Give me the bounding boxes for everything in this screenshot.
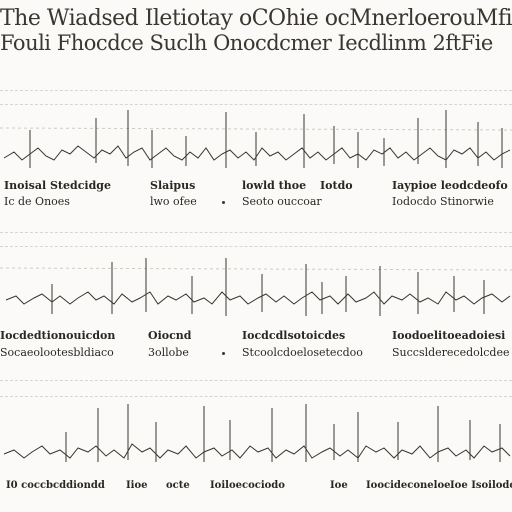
divider-line xyxy=(0,246,512,247)
section-1-caption: Iaypioe leodcdeofo xyxy=(392,180,508,192)
section-1-caption: Seoto ouccoar xyxy=(242,196,322,208)
sketch-chart-2-svg xyxy=(0,258,512,316)
divider-line xyxy=(0,232,512,233)
section-3-caption: Iioe xyxy=(126,480,148,491)
section-2-caption: Succslderecedolcdee xyxy=(392,347,510,359)
section-3-caption: Ioe Isoilodo xyxy=(450,480,512,491)
section-2-caption: Iocdedtionouicdon xyxy=(0,330,116,342)
divider-line xyxy=(0,396,512,397)
section-3-caption: Ioe xyxy=(330,480,348,491)
section-1-caption: Ic de Onoes xyxy=(4,196,70,208)
section-2-caption: Oiocnd xyxy=(148,330,192,342)
bullet-dot xyxy=(222,201,225,204)
sketch-chart-3-svg xyxy=(3,404,511,462)
section-2-caption: Stcoolcdoelosetecdoo xyxy=(242,347,363,359)
section-2-caption: Ioodoelitoeadoiesi xyxy=(392,330,506,342)
page-subtitle: Fouli Fhocdce Suclh Onocdcmer Iecdlinm 2… xyxy=(0,32,493,54)
section-1-caption: lwo ofee xyxy=(150,196,197,208)
section-1-caption: Iodocdo Stinorwie xyxy=(392,196,494,208)
section-3-caption: I0 coccbcddiondd xyxy=(6,480,105,491)
sketch-chart-2 xyxy=(0,256,512,322)
section-1-caption: Iotdo xyxy=(320,180,353,192)
section-3-caption: Ioocideconeloe xyxy=(366,480,451,491)
page-title: The Wiadsed Iletiotay oCOhie ocMnerloero… xyxy=(0,8,512,30)
sketch-chart-1 xyxy=(0,108,512,174)
sketch-chart-1-svg xyxy=(0,110,512,168)
section-1-caption: Inoisal Stedcidge xyxy=(4,180,111,192)
section-3-caption: Ioiloecociodo xyxy=(210,480,285,491)
divider-line xyxy=(0,104,512,105)
section-1-caption: lowld thoe xyxy=(242,180,307,192)
divider-line xyxy=(0,90,512,91)
section-2-caption: Iocdcdlsotoicdes xyxy=(242,330,346,342)
sketch-chart-3 xyxy=(0,402,512,468)
divider-line xyxy=(0,380,512,381)
section-3-caption: octe xyxy=(166,480,190,491)
bullet-dot xyxy=(222,352,225,355)
section-2-caption: 3ollobe xyxy=(148,347,189,359)
section-2-caption: Socaeolootesbldiaco xyxy=(0,347,114,359)
section-1-caption: Slaipus xyxy=(150,180,196,192)
